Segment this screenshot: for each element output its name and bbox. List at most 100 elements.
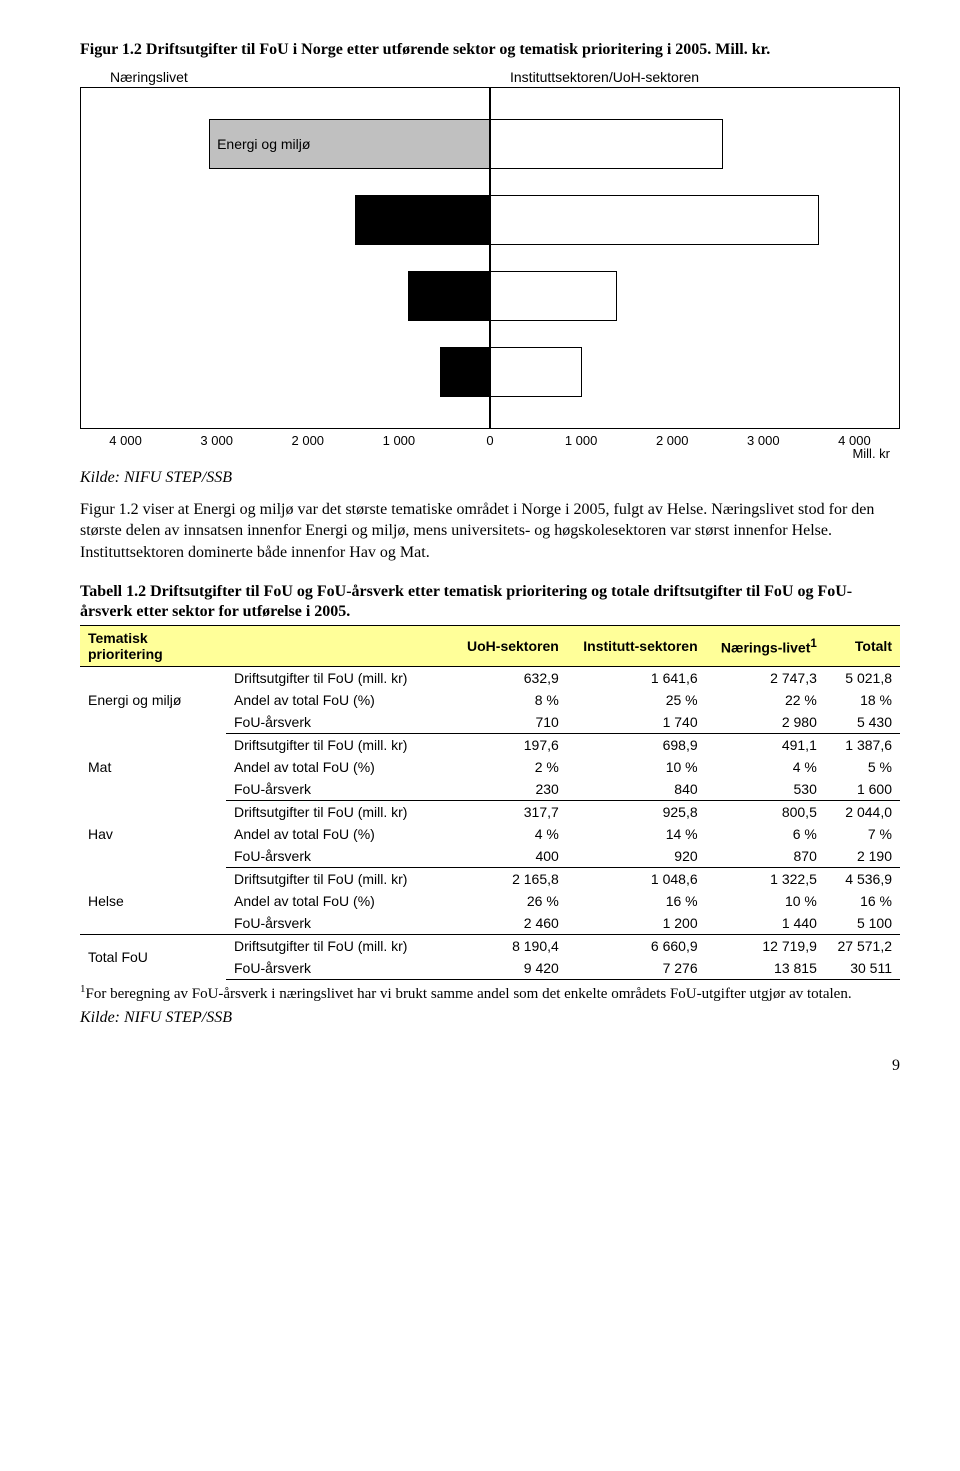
table-cell: 4 % (452, 823, 567, 845)
figure-title: Figur 1.2 Driftsutgifter til FoU i Norge… (80, 40, 900, 61)
table-cell: 16 % (567, 890, 706, 912)
bar-row: Mat (81, 343, 899, 401)
table-source: Kilde: NIFU STEP/SSB (80, 1009, 900, 1027)
figure-source: Kilde: NIFU STEP/SSB (80, 469, 900, 487)
table-cell: 710 (452, 711, 567, 734)
bar-right (490, 119, 723, 169)
table-row: Energi og miljøDriftsutgifter til FoU (m… (80, 667, 900, 690)
table-cell: 840 (567, 778, 706, 801)
x-tick: 3 000 (171, 433, 262, 448)
metric-cell: Driftsutgifter til FoU (mill. kr) (226, 935, 452, 958)
table-cell: 2 747,3 (706, 667, 825, 690)
table-cell: 197,6 (452, 734, 567, 757)
bar-label: Mat (440, 364, 471, 380)
data-table: Tematisk prioritering UoH-sektoren Insti… (80, 625, 900, 980)
table-cell: 26 % (452, 890, 567, 912)
table-cell: 1 048,6 (567, 868, 706, 891)
table-cell: 530 (706, 778, 825, 801)
chart-plot-area: Energi og miljøHelseHavMat (80, 87, 900, 429)
page-number: 9 (80, 1057, 900, 1075)
metric-cell: FoU-årsverk (226, 778, 452, 801)
table-cell: 7 % (825, 823, 900, 845)
category-cell: Helse (80, 868, 226, 935)
table-cell: 1 440 (706, 912, 825, 935)
table-cell: 27 571,2 (825, 935, 900, 958)
metric-cell: Andel av total FoU (%) (226, 890, 452, 912)
table-cell: 1 200 (567, 912, 706, 935)
category-cell: Energi og miljø (80, 667, 226, 734)
table-cell: 18 % (825, 689, 900, 711)
bar-row: Hav (81, 267, 899, 325)
table-cell: 632,9 (452, 667, 567, 690)
table-cell: 13 815 (706, 957, 825, 980)
table-cell: 30 511 (825, 957, 900, 980)
diverging-bar-chart: Næringslivet Instituttsektoren/UoH-sekto… (80, 69, 900, 461)
metric-cell: FoU-årsverk (226, 711, 452, 734)
table-cell: 400 (452, 845, 567, 868)
bar-right (490, 195, 819, 245)
col-header-metric (226, 626, 452, 667)
metric-cell: FoU-årsverk (226, 957, 452, 980)
table-cell: 920 (567, 845, 706, 868)
table-cell: 5 % (825, 756, 900, 778)
table-cell: 2 980 (706, 711, 825, 734)
table-cell: 14 % (567, 823, 706, 845)
metric-cell: Andel av total FoU (%) (226, 689, 452, 711)
table-cell: 870 (706, 845, 825, 868)
col-header-category: Tematisk prioritering (80, 626, 226, 667)
chart-legend-row: Næringslivet Instituttsektoren/UoH-sekto… (80, 69, 900, 85)
table-cell: 5 021,8 (825, 667, 900, 690)
col-header-institutt: Institutt-sektoren (567, 626, 706, 667)
bar-row: Energi og miljø (81, 115, 899, 173)
table-cell: 4 536,9 (825, 868, 900, 891)
table-cell: 22 % (706, 689, 825, 711)
table-cell: 12 719,9 (706, 935, 825, 958)
table-cell: 1 322,5 (706, 868, 825, 891)
bar-label: Hav (408, 288, 441, 304)
table-cell: 1 600 (825, 778, 900, 801)
table-cell: 1 740 (567, 711, 706, 734)
table-cell: 2 190 (825, 845, 900, 868)
table-cell: 16 % (825, 890, 900, 912)
col-header-totalt: Totalt (825, 626, 900, 667)
table-header-row: Tematisk prioritering UoH-sektoren Insti… (80, 626, 900, 667)
metric-cell: Driftsutgifter til FoU (mill. kr) (226, 868, 452, 891)
table-cell: 925,8 (567, 801, 706, 824)
chart-right-sector-label: Instituttsektoren/UoH-sektoren (500, 69, 900, 85)
table-cell: 2 % (452, 756, 567, 778)
table-cell: 6 660,9 (567, 935, 706, 958)
table-cell: 25 % (567, 689, 706, 711)
x-tick: 3 000 (718, 433, 809, 448)
x-tick: 2 000 (262, 433, 353, 448)
table-cell: 5 430 (825, 711, 900, 734)
category-cell: Total FoU (80, 935, 226, 980)
col-header-uoh: UoH-sektoren (452, 626, 567, 667)
body-paragraph: Figur 1.2 viser at Energi og miljø var d… (80, 499, 900, 564)
table-row: HelseDriftsutgifter til FoU (mill. kr)2 … (80, 868, 900, 891)
table-cell: 2 044,0 (825, 801, 900, 824)
col-header-naeringslivet: Nærings-livet1 (706, 626, 825, 667)
table-row: HavDriftsutgifter til FoU (mill. kr)317,… (80, 801, 900, 824)
table-cell: 8 190,4 (452, 935, 567, 958)
x-tick: 4 000 (80, 433, 171, 448)
x-tick: 2 000 (627, 433, 718, 448)
table-cell: 1 641,6 (567, 667, 706, 690)
metric-cell: Driftsutgifter til FoU (mill. kr) (226, 734, 452, 757)
metric-cell: Andel av total FoU (%) (226, 823, 452, 845)
metric-cell: FoU-årsverk (226, 912, 452, 935)
table-cell: 8 % (452, 689, 567, 711)
table-cell: 6 % (706, 823, 825, 845)
table-cell: 491,1 (706, 734, 825, 757)
x-tick: 0 (444, 433, 535, 448)
bar-right (490, 347, 582, 397)
bar-right (490, 271, 617, 321)
table-cell: 800,5 (706, 801, 825, 824)
category-cell: Hav (80, 801, 226, 868)
category-cell: Mat (80, 734, 226, 801)
metric-cell: Driftsutgifter til FoU (mill. kr) (226, 667, 452, 690)
table-cell: 2 165,8 (452, 868, 567, 891)
table-cell: 10 % (567, 756, 706, 778)
table-cell: 5 100 (825, 912, 900, 935)
table-cell: 7 276 (567, 957, 706, 980)
x-tick: 1 000 (536, 433, 627, 448)
